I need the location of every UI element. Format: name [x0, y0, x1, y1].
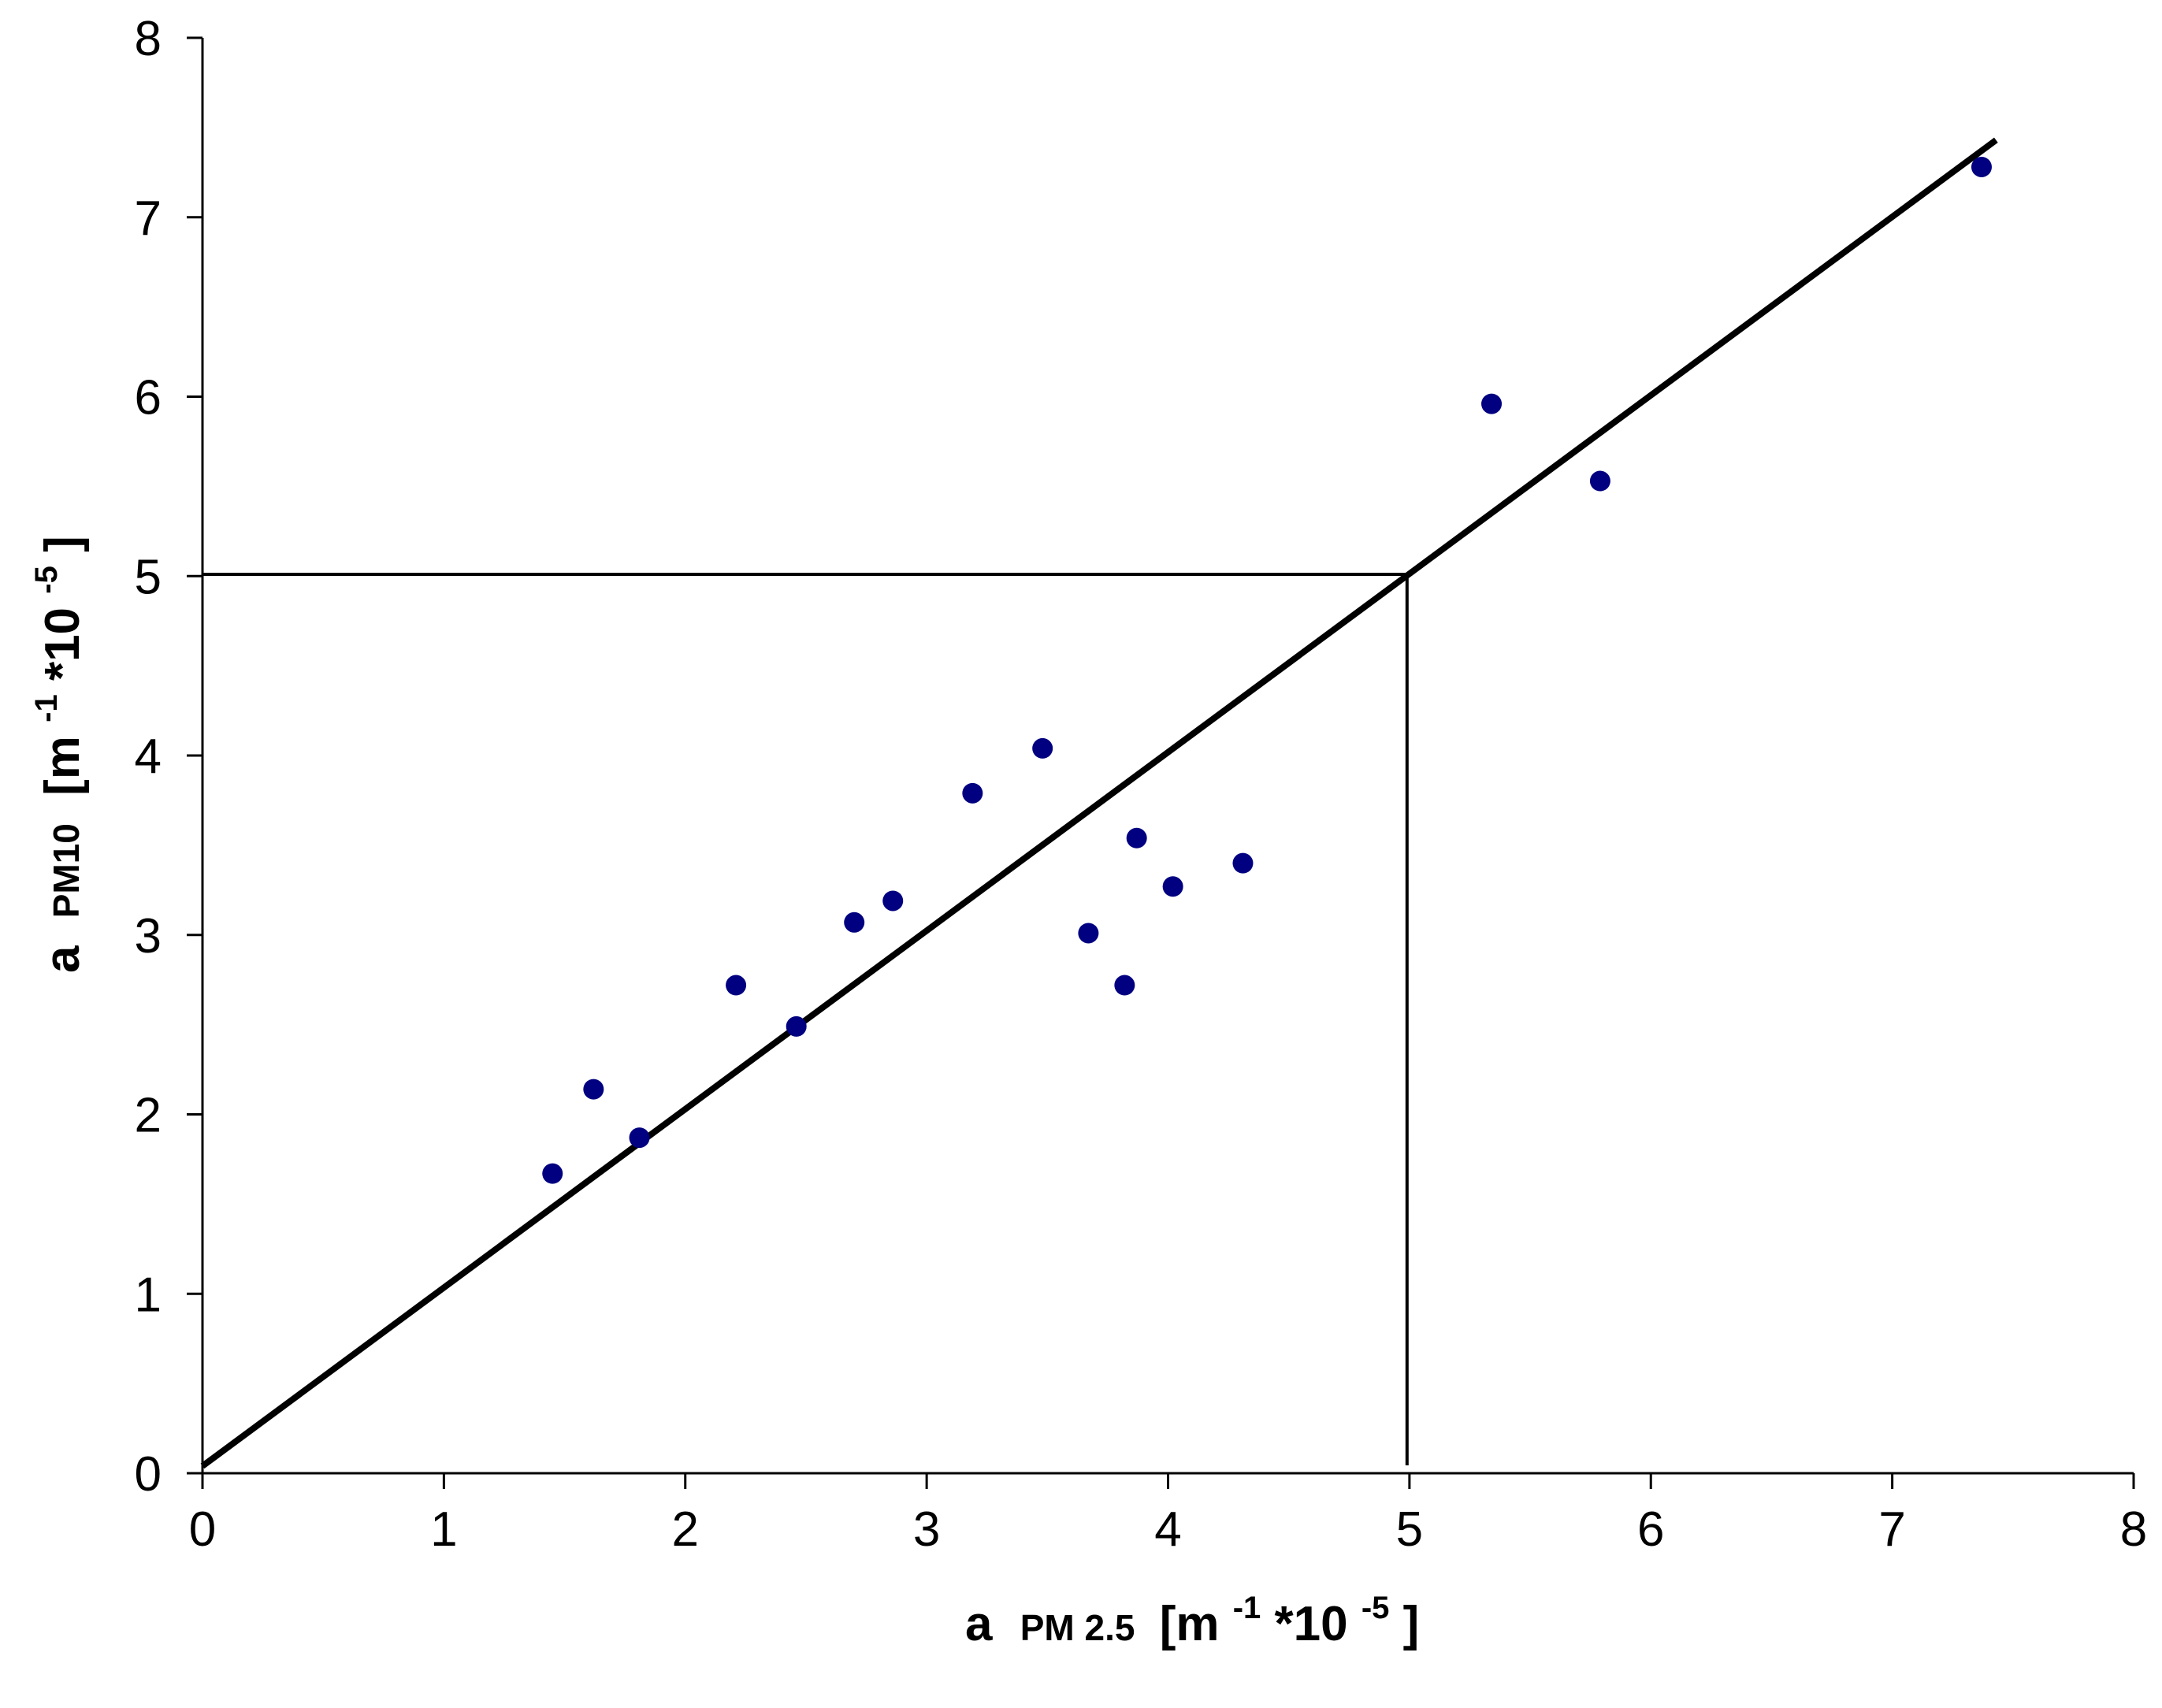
y-tick-label: 5	[135, 550, 162, 604]
data-point	[726, 975, 747, 996]
fit-line	[200, 137, 1998, 1469]
y-tick-label: 1	[135, 1268, 162, 1322]
data-point	[1032, 737, 1053, 759]
data-point	[844, 912, 865, 933]
data-point	[629, 1127, 650, 1149]
data-point	[786, 1016, 807, 1037]
data-point	[1232, 852, 1254, 874]
data-point	[962, 782, 983, 804]
data-point	[1162, 876, 1183, 897]
data-point	[1589, 470, 1610, 492]
x-tick-labels: 0 1 2 3 4 5 6 7 8	[189, 1502, 2147, 1557]
y-tick-label: 4	[135, 730, 162, 784]
x-tick-label: 4	[1154, 1502, 1181, 1557]
data-point	[1481, 393, 1503, 414]
x-tick-label: 0	[189, 1502, 216, 1557]
fit-line-group	[200, 137, 1998, 1469]
axes	[187, 36, 2135, 1489]
data-point	[1078, 923, 1099, 944]
x-tick-label: 1	[430, 1502, 457, 1557]
data-point	[1114, 975, 1135, 996]
x-tick-label: 2	[672, 1502, 699, 1557]
y-tick-labels: 0 1 2 3 4 5 6 7 8	[135, 12, 162, 1502]
y-tick-label: 0	[135, 1447, 162, 1502]
y-tick-label: 3	[135, 909, 162, 964]
data-points	[542, 156, 1992, 1184]
y-tick-label: 6	[135, 371, 162, 425]
y-axis-title: a PM10 [m -1 *10 -5 ]	[13, 536, 90, 973]
data-point	[1971, 156, 1992, 177]
x-tick-label: 3	[913, 1502, 940, 1557]
x-tick-label: 6	[1637, 1502, 1664, 1557]
data-point	[1126, 827, 1147, 848]
y-tick-label: 8	[135, 12, 162, 66]
x-tick-label: 5	[1396, 1502, 1423, 1557]
data-point	[882, 890, 904, 912]
data-point	[583, 1079, 604, 1100]
x-axis-title: a PM 2.5 [m -1 *10 -5 ]	[965, 1575, 1419, 1651]
x-tick-label: 7	[1878, 1502, 1905, 1557]
x-tick-label: 8	[2120, 1502, 2147, 1557]
y-tick-label: 7	[135, 191, 162, 246]
reference-lines	[202, 572, 1409, 1465]
y-tick-label: 2	[135, 1089, 162, 1143]
data-point	[542, 1163, 563, 1184]
